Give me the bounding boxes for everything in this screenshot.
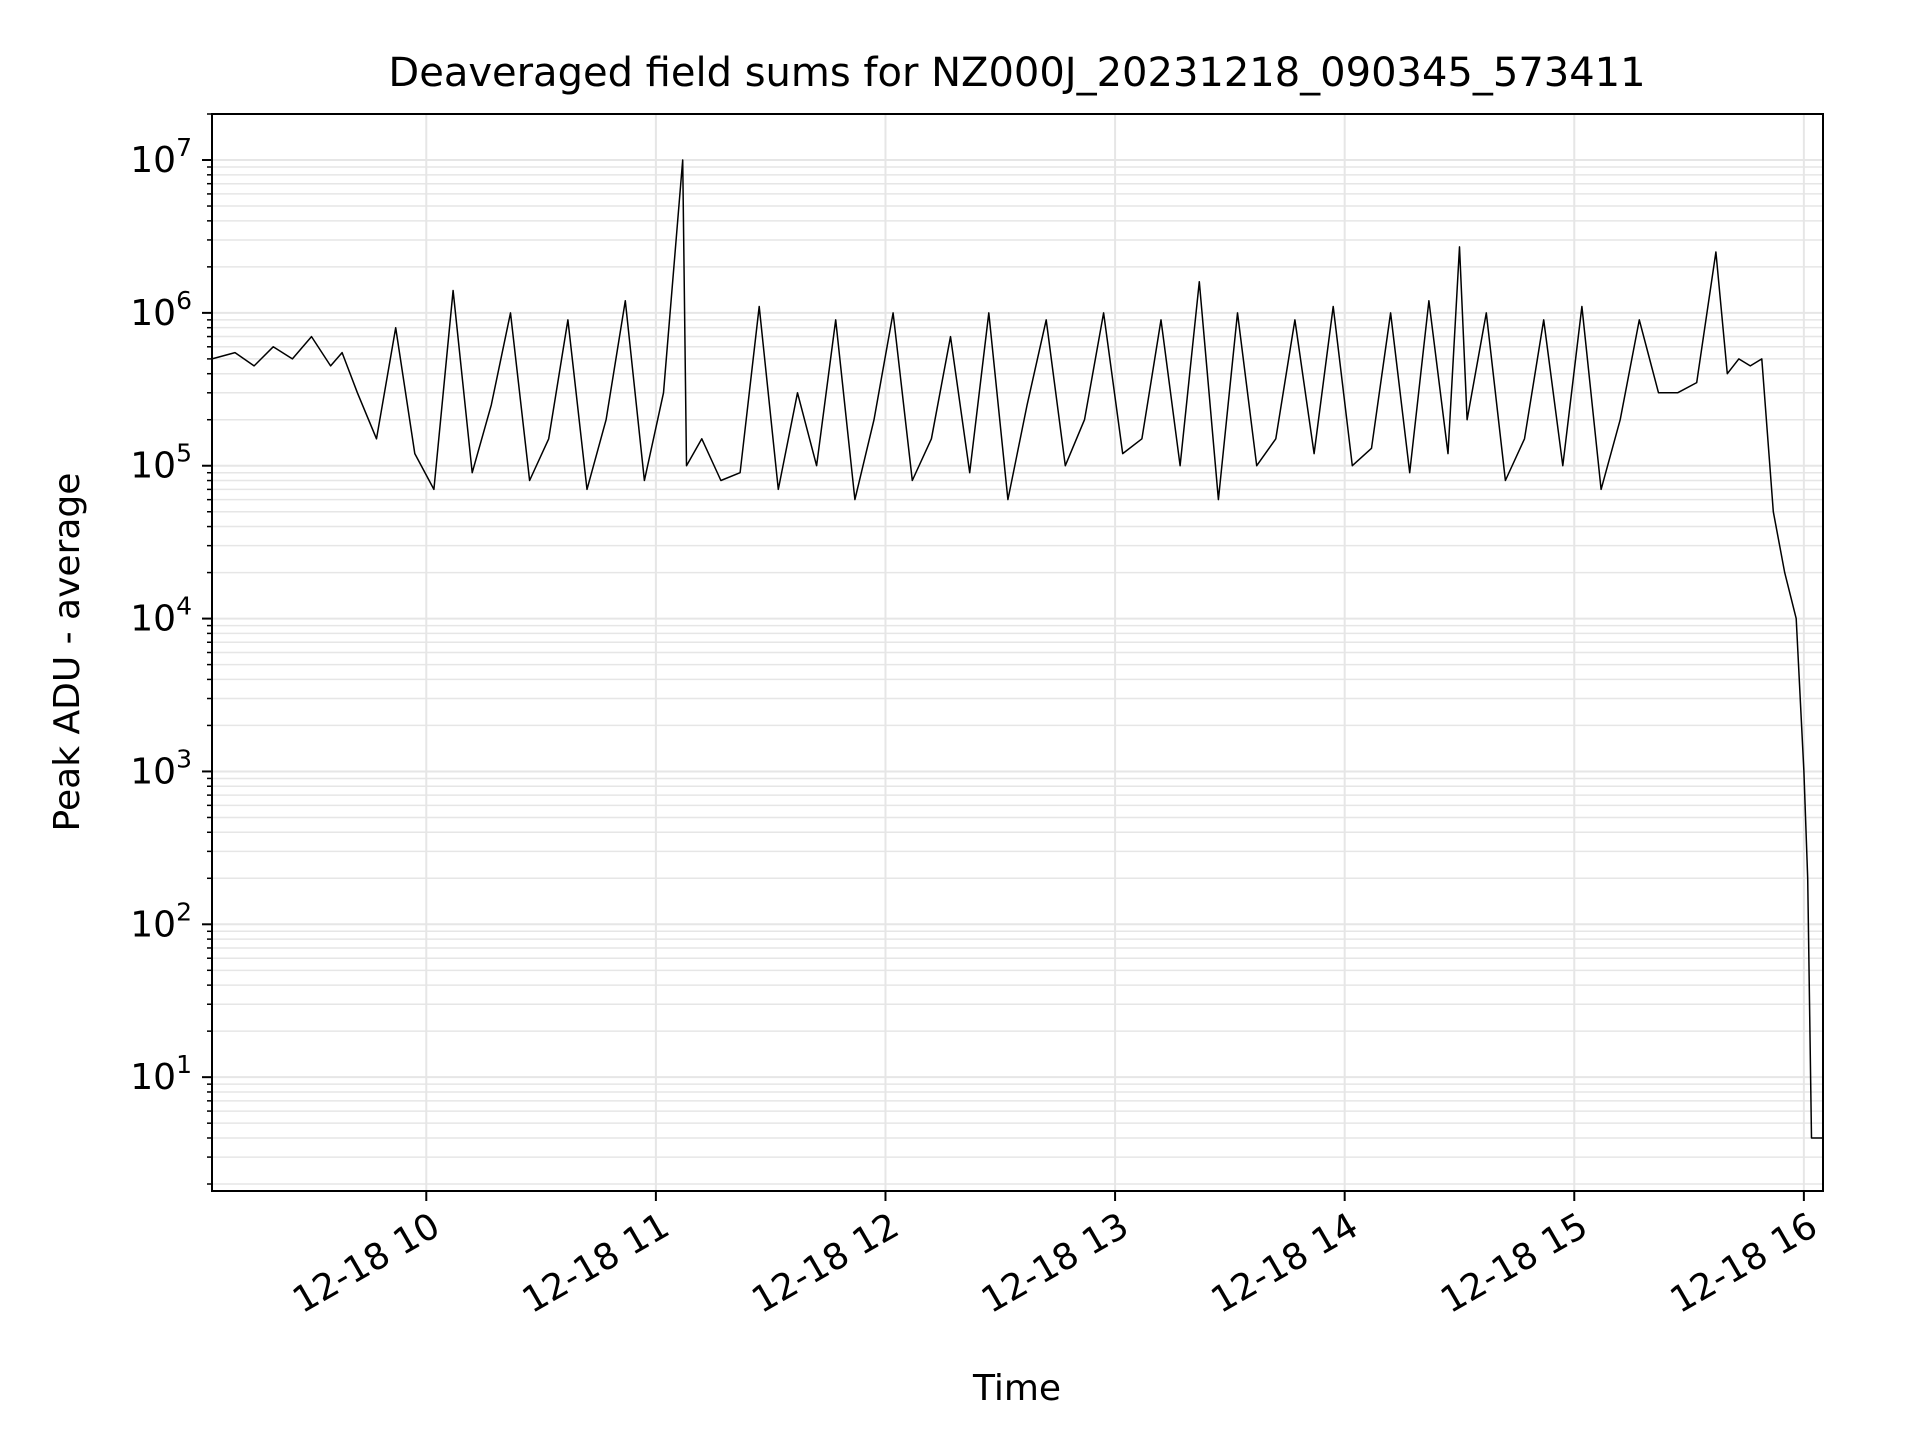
y-tick-label: 101 xyxy=(130,1050,192,1098)
y-tick-label: 107 xyxy=(130,133,192,181)
y-tick-label-base: 10 xyxy=(130,904,176,945)
y-tick-label-base: 10 xyxy=(130,140,176,181)
y-tick-label: 103 xyxy=(130,744,192,792)
grid-layer xyxy=(212,113,1823,1191)
y-tick-label-exponent: 7 xyxy=(176,133,192,162)
y-tick-label-exponent: 1 xyxy=(176,1050,192,1079)
y-tick-label-exponent: 6 xyxy=(176,286,192,315)
y-tick-label: 102 xyxy=(130,897,192,945)
y-tick-label-exponent: 2 xyxy=(176,897,192,926)
x-axis-label: Time xyxy=(972,1368,1061,1409)
y-tick-label: 104 xyxy=(130,592,192,640)
chart-title: Deaveraged field sums for NZ000J_2023121… xyxy=(388,50,1645,96)
y-tick-label-exponent: 5 xyxy=(176,439,192,468)
y-tick-label-exponent: 4 xyxy=(176,592,192,621)
series-line xyxy=(211,159,1823,1139)
y-tick-label-base: 10 xyxy=(130,1057,176,1098)
y-tick-label: 105 xyxy=(130,439,192,487)
data-layer xyxy=(211,159,1823,1139)
y-tick-label-exponent: 3 xyxy=(176,744,192,773)
y-tick-label: 106 xyxy=(130,286,192,334)
y-tick-label-base: 10 xyxy=(130,751,176,792)
y-tick-label-base: 10 xyxy=(130,293,176,334)
y-tick-label-base: 10 xyxy=(130,446,176,487)
y-tick-label-base: 10 xyxy=(130,599,176,640)
y-axis-label: Peak ADU - average xyxy=(47,473,88,832)
